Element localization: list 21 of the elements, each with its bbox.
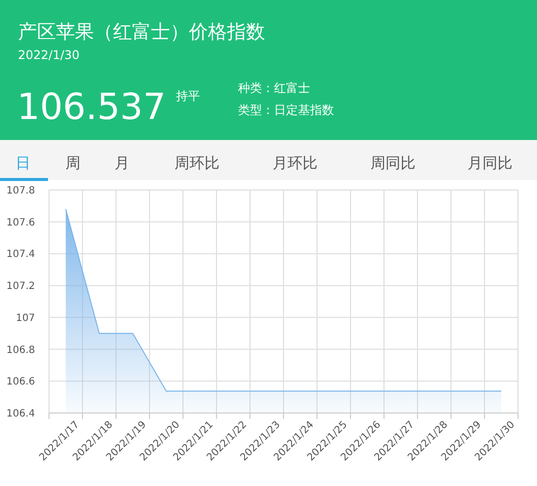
text: 月 [114, 154, 130, 172]
text: 种类：红富士 [238, 81, 310, 95]
text: 周 [66, 154, 80, 172]
y-tick-label: 107.8 [6, 186, 35, 196]
y-tick-label: 107.4 [6, 249, 35, 260]
y-tick-label: 106.8 [6, 344, 35, 356]
text: 日 [16, 154, 30, 172]
chart-subtitle: 2022/1/30 [18, 48, 80, 62]
text: 月环比 [272, 154, 318, 172]
chart-title: 产区苹果（红富士）价格指数 [18, 21, 265, 43]
y-tick-label: 107.6 [6, 217, 35, 228]
text: 106.537 [17, 87, 166, 128]
y-tick-label: 107.2 [6, 281, 35, 292]
y-tick-label: 107 [16, 312, 35, 324]
y-tick-label: 106.4 [6, 408, 35, 420]
text: 周环比 [174, 154, 220, 172]
text: 周同比 [370, 154, 416, 172]
text: 月同比 [468, 154, 512, 172]
y-tick-label: 106.6 [6, 376, 35, 388]
text: 持平 [176, 89, 200, 103]
text: 类型：日定基指数 [238, 103, 334, 117]
